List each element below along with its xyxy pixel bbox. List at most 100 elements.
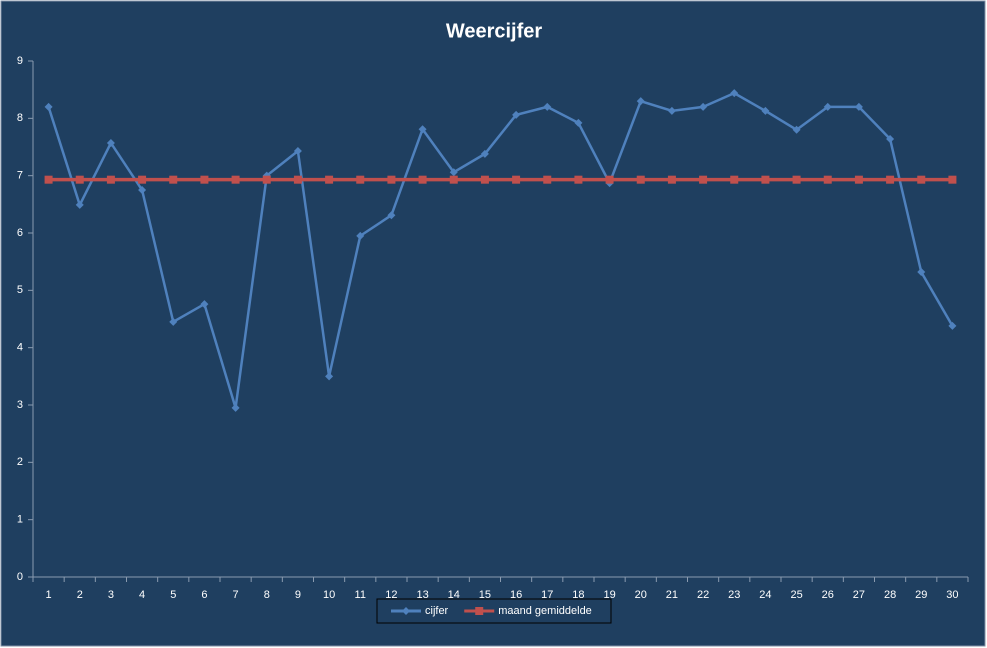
y-tick-label: 3 [17,399,23,411]
point [387,175,396,184]
point [699,102,708,111]
x-tick-label: 27 [853,589,865,601]
x-tick-label: 15 [479,589,491,601]
legend-label: cijfer [425,605,449,617]
point [356,175,365,184]
point [200,175,209,184]
point [325,372,334,381]
point [418,175,427,184]
x-tick-label: 29 [915,589,927,601]
point [636,175,645,184]
point [699,175,708,184]
x-tick-label: 16 [510,589,522,601]
point [792,175,801,184]
x-tick-label: 28 [884,589,896,601]
x-tick-label: 24 [759,589,771,601]
point [917,267,926,276]
point [75,175,84,184]
point [543,102,552,111]
point [948,175,957,184]
point [138,186,147,194]
x-tick-label: 22 [697,589,709,601]
point [761,106,770,115]
y-tick-label: 9 [17,55,23,67]
point [200,300,209,309]
x-tick-label: 2 [77,589,83,601]
point [512,175,521,184]
y-tick-label: 0 [17,571,23,583]
point [574,118,583,127]
x-tick-label: 7 [233,589,239,601]
point [761,175,770,184]
chart-title: Weercijfer [446,20,543,42]
y-tick-label: 4 [17,342,23,354]
point [106,175,115,184]
y-tick-label: 5 [17,284,23,296]
y-tick-label: 8 [17,112,23,124]
x-tick-label: 23 [728,589,740,601]
point [730,175,739,184]
x-tick-label: 3 [108,589,114,601]
point [449,175,458,184]
x-tick-label: 4 [139,589,145,601]
x-tick-label: 18 [572,589,584,601]
legend-label: maand gemiddelde [498,605,592,617]
legend-box [376,598,612,624]
y-tick-label: 2 [17,456,23,468]
point [293,147,302,156]
x-tick-label: 6 [201,589,207,601]
point [512,110,521,119]
x-tick-label: 1 [46,589,52,601]
point [75,200,84,209]
point [886,134,895,143]
x-tick-label: 17 [541,589,553,601]
point [480,149,489,158]
point [574,175,583,184]
point [854,102,863,111]
point [792,125,801,134]
x-tick-label: 5 [170,589,176,601]
point [387,211,396,220]
point [325,175,334,184]
x-tick-label: 9 [295,589,301,601]
point [169,317,178,326]
point [44,102,53,111]
point [605,175,614,184]
legend-marker [402,607,410,615]
point [917,175,926,184]
x-tick-label: 11 [355,589,366,601]
point [543,175,552,184]
x-tick-label: 19 [603,589,615,601]
x-tick-label: 20 [635,589,647,601]
point [667,106,676,115]
x-tick-label: 14 [448,589,460,601]
point [730,89,739,98]
point [854,175,863,184]
point [138,175,147,184]
point [667,175,676,184]
point [480,175,489,184]
point [106,138,115,147]
point [823,102,832,111]
point [636,97,645,106]
x-tick-label: 8 [264,589,270,601]
point [886,175,895,184]
x-tick-label: 13 [416,589,428,601]
point [44,175,53,184]
x-tick-label: 10 [323,589,335,601]
point [293,175,302,184]
x-tick-label: 25 [790,589,802,601]
y-tick-label: 1 [17,514,23,526]
point [948,321,957,330]
x-tick-label: 12 [385,589,397,601]
x-tick-label: 26 [822,589,834,601]
x-tick-label: 30 [946,589,958,601]
point [231,175,240,184]
point [449,168,458,177]
point [262,175,271,184]
point [169,175,178,184]
x-tick-label: 21 [666,589,678,601]
point [418,125,427,134]
